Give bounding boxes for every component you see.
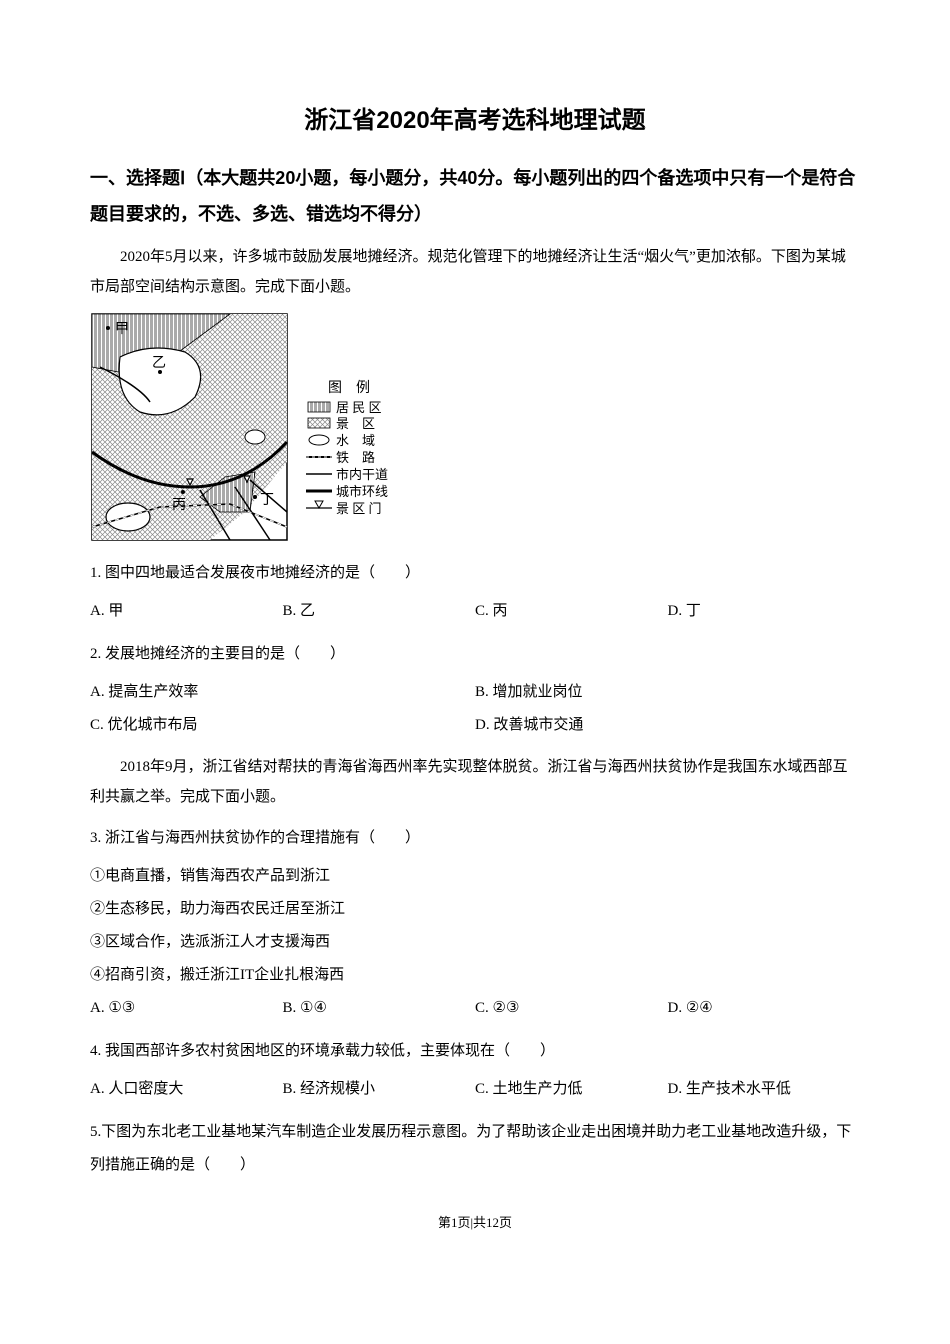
q3-opt-d: D. ②④ [668, 992, 861, 1025]
q2-options: A. 提高生产效率 B. 增加就业岗位 C. 优化城市布局 D. 改善城市交通 [90, 676, 860, 742]
q3-stem: 3. 浙江省与海西州扶贫协作的合理措施有（ ） [90, 822, 860, 855]
q1-opt-b: B. 乙 [283, 595, 476, 628]
section-heading: 一、选择题Ⅰ（本大题共20小题，每小题分，共40分。每小题列出的四个备选项中只有… [90, 160, 860, 232]
legend-item-6: 景 区 门 [336, 501, 382, 516]
figure-1: 甲 乙 丙 丁 图 例 居 民 区 景 区 水 域 铁 路 市内干道 [90, 312, 860, 542]
legend-item-3: 铁 路 [336, 450, 375, 465]
q3-options: A. ①③ B. ①④ C. ②③ D. ②④ [90, 992, 860, 1025]
legend-item-0: 居 民 区 [336, 400, 382, 415]
q1-opt-d: D. 丁 [668, 595, 861, 628]
label-ding: 丁 [260, 493, 274, 508]
q1-options: A. 甲 B. 乙 C. 丙 D. 丁 [90, 595, 860, 628]
q3-s1: ①电商直播，销售海西农产品到浙江 [90, 860, 860, 893]
legend-item-2: 水 域 [336, 433, 375, 448]
q4-opt-a: A. 人口密度大 [90, 1073, 283, 1106]
q3-opt-a: A. ①③ [90, 992, 283, 1025]
q2-opt-b: B. 增加就业岗位 [475, 676, 860, 709]
q3-opt-c: C. ②③ [475, 992, 668, 1025]
legend-item-1: 景 区 [336, 416, 375, 431]
q1-opt-a: A. 甲 [90, 595, 283, 628]
q2-opt-a: A. 提高生产效率 [90, 676, 475, 709]
label-bing: 丙 [172, 498, 186, 513]
q4-opt-d: D. 生产技术水平低 [668, 1073, 861, 1106]
context-2: 2018年9月，浙江省结对帮扶的青海省海西州率先实现整体脱贫。浙江省与海西州扶贫… [90, 752, 860, 812]
page-footer: 第1页|共12页 [90, 1212, 860, 1231]
q4-opt-c: C. 土地生产力低 [475, 1073, 668, 1106]
q1-stem: 1. 图中四地最适合发展夜市地摊经济的是（ ） [90, 557, 860, 590]
legend-item-4: 市内干道 [336, 467, 388, 482]
q3-s4: ④招商引资，搬迁浙江IT企业扎根海西 [90, 959, 860, 992]
q5-stem: 5.下图为东北老工业基地某汽车制造企业发展历程示意图。为了帮助该企业走出困境并助… [90, 1116, 860, 1182]
q3-s3: ③区域合作，选派浙江人才支援海西 [90, 926, 860, 959]
page: 浙江省2020年高考选科地理试题 一、选择题Ⅰ（本大题共20小题，每小题分，共4… [0, 0, 950, 1281]
q4-opt-b: B. 经济规模小 [283, 1073, 476, 1106]
q1-opt-c: C. 丙 [475, 595, 668, 628]
page-title: 浙江省2020年高考选科地理试题 [90, 100, 860, 135]
city-map-svg: 甲 乙 丙 丁 图 例 居 民 区 景 区 水 域 铁 路 市内干道 [90, 312, 400, 542]
q4-stem: 4. 我国西部许多农村贫困地区的环境承载力较低，主要体现在（ ） [90, 1035, 860, 1068]
q2-opt-d: D. 改善城市交通 [475, 709, 860, 742]
q3-opt-b: B. ①④ [283, 992, 476, 1025]
context-1: 2020年5月以来，许多城市鼓励发展地摊经济。规范化管理下的地摊经济让生活“烟火… [90, 242, 860, 302]
q4-options: A. 人口密度大 B. 经济规模小 C. 土地生产力低 D. 生产技术水平低 [90, 1073, 860, 1106]
q2-stem: 2. 发展地摊经济的主要目的是（ ） [90, 638, 860, 671]
legend-item-5: 城市环线 [336, 484, 388, 499]
q2-opt-c: C. 优化城市布局 [90, 709, 475, 742]
legend-title: 图 例 [328, 380, 370, 396]
q3-s2: ②生态移民，助力海西农民迁居至浙江 [90, 893, 860, 926]
label-yi: 乙 [152, 355, 166, 371]
label-jia: 甲 [115, 322, 129, 337]
